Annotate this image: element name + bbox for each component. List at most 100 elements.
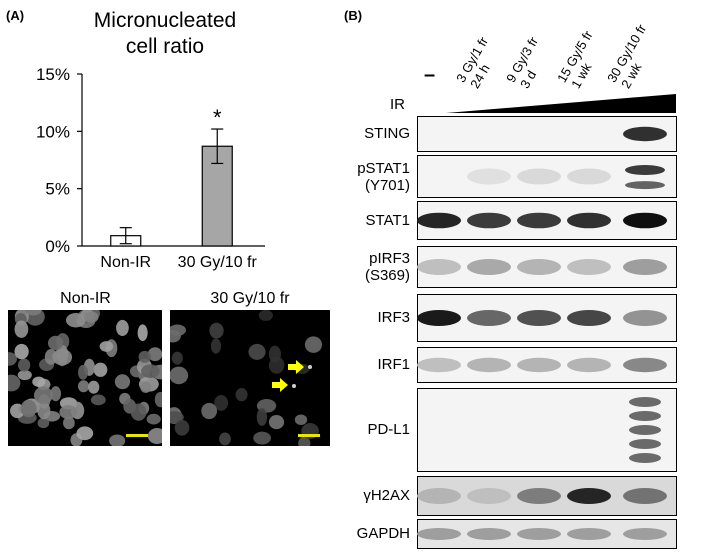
chart-title: Micronucleated cell ratio [60, 8, 270, 60]
nucleus [294, 414, 308, 425]
blot-band [623, 357, 667, 373]
nucleus [137, 324, 148, 342]
panel-b-letter: (B) [344, 8, 363, 23]
blot-label-name: PD-L1 [367, 421, 410, 438]
blot-label: γH2AX [320, 487, 410, 504]
y-tick-label: 5% [45, 180, 70, 199]
blot-band [417, 528, 461, 540]
micrograph-30gy [170, 310, 330, 446]
ir-dose-wedge [446, 94, 676, 113]
blot-label: PD-L1 [320, 421, 410, 438]
scale-bar [126, 434, 148, 437]
blot-label: GAPDH [320, 525, 410, 542]
nucleus [50, 386, 62, 402]
blot-band [517, 488, 561, 504]
blot-band [467, 488, 511, 504]
nucleus [37, 417, 50, 429]
blot-band [629, 425, 661, 435]
blot-band [623, 259, 667, 275]
micronucleus [292, 384, 296, 388]
nucleus [170, 324, 186, 336]
nucleus [90, 394, 106, 406]
nucleus [83, 311, 99, 323]
blot-band [629, 453, 661, 463]
blot-band [417, 488, 461, 504]
nucleus [304, 336, 323, 353]
nucleus [59, 405, 78, 420]
y-tick-label: 0% [45, 237, 70, 256]
nucleus [256, 408, 268, 426]
chart-title-line-1: Micronucleated [93, 9, 237, 32]
blot-image [417, 347, 677, 383]
nucleus [130, 403, 147, 421]
blot-band [623, 488, 667, 504]
nucleus [8, 352, 18, 366]
blot-label: IRF1 [320, 356, 410, 373]
blot-band [467, 168, 511, 185]
nucleus [32, 376, 46, 387]
nucleus [201, 402, 218, 420]
nucleus [298, 436, 311, 446]
bar-chart: 0% 5% 10% 15% Non-IR * 30 Gy/10 fr [36, 65, 265, 271]
blot-band [517, 528, 561, 540]
nucleus [154, 391, 162, 408]
blot-band [629, 397, 661, 407]
nucleus [170, 366, 189, 385]
blot-image [417, 116, 677, 152]
nucleus [141, 364, 160, 378]
blot-label: pIRF3 (S369) [320, 250, 410, 284]
nucleus [140, 381, 152, 393]
blot-label-name: STAT1 [365, 211, 410, 229]
nucleus [248, 343, 266, 360]
micrograph-non-ir-image [8, 310, 162, 446]
nucleus [174, 419, 190, 436]
nucleus [219, 432, 231, 446]
nucleus [210, 338, 221, 354]
blot-band [567, 259, 611, 275]
nucleus [37, 401, 51, 420]
blot-band [467, 528, 511, 540]
nucleus [235, 388, 248, 402]
blot-band [567, 168, 611, 185]
significance-marker: * [213, 105, 222, 130]
blot-label: pSTAT1 (Y701) [320, 160, 410, 194]
x-category-label: 30 Gy/10 fr [178, 254, 258, 271]
micrograph-non-ir [8, 310, 162, 446]
nucleus [209, 322, 224, 339]
nucleus [258, 310, 273, 321]
nucleus [147, 347, 162, 362]
nucleus [77, 380, 90, 393]
nucleus [253, 431, 272, 445]
blot-band [517, 168, 561, 185]
blot-band [629, 411, 661, 421]
blot-label-name: STING [364, 125, 410, 142]
control-lane-label: – [424, 64, 436, 86]
blot-image [417, 246, 677, 288]
blot-band [623, 126, 667, 142]
nucleus [93, 362, 108, 377]
blot-image [417, 476, 677, 516]
blot-band [629, 439, 661, 449]
blot-band [625, 165, 665, 176]
micrograph-title-30gy: 30 Gy/10 fr [210, 290, 290, 307]
blot-band [567, 310, 611, 326]
blot-image [417, 201, 677, 240]
nucleus [268, 345, 281, 363]
blot-label-name: γH2AX [363, 487, 410, 504]
blot-image [417, 294, 677, 342]
panel-a-letter: (A) [6, 8, 25, 23]
blot-label-name: pIRF3 [369, 250, 410, 267]
blot-band [417, 212, 461, 229]
nucleus [109, 434, 126, 446]
blot-label: STAT1 [320, 212, 410, 229]
blot-band [467, 259, 511, 275]
blot-image [417, 155, 677, 198]
nucleus [20, 399, 37, 418]
blot-label: IRF3 [320, 309, 410, 326]
y-tick-label: 10% [36, 122, 70, 141]
blot-label-site: (Y701) [364, 176, 410, 194]
arrow-icon [272, 378, 288, 392]
nucleus [62, 416, 75, 430]
blot-band [567, 357, 611, 373]
blot-label-name: IRF3 [377, 309, 410, 326]
